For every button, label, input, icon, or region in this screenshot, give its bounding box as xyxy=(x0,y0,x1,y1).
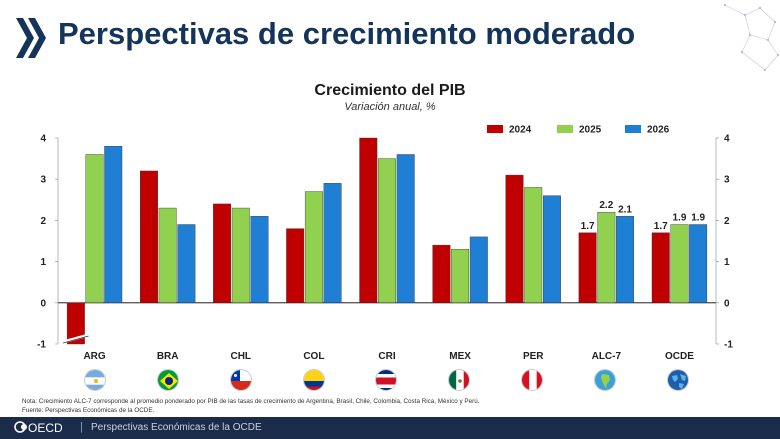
bar-mex-2025 xyxy=(451,249,470,304)
bar-ocde-2026 xyxy=(689,224,708,304)
chart-notes: Nota: Crecimiento ALC-7 corresponde al p… xyxy=(22,398,479,415)
bar-chl-2024 xyxy=(213,203,232,303)
bar-per-2025 xyxy=(524,187,543,304)
gdp-growth-chart: -1 -1 0 0 1 1 2 2 3 3 4 4 ARG BRA CHL COL CRI MEX PER ALC-7… xyxy=(37,125,733,363)
network-map-decoration-icon xyxy=(723,3,780,72)
legend-swatch-2024 xyxy=(487,125,503,133)
y-tick-label-left: 3 xyxy=(40,175,46,186)
chevrons-logo-icon xyxy=(16,18,46,58)
legend-swatch-2026 xyxy=(625,125,641,133)
argentina-flag-icon xyxy=(84,369,106,391)
bar-col-2025 xyxy=(304,191,323,303)
footer-separator: | xyxy=(80,421,83,433)
y-tick-label-right: 2 xyxy=(724,216,730,227)
x-tick-label: CHL xyxy=(230,351,251,362)
axis-break-mark xyxy=(62,335,89,344)
bar-per-2026 xyxy=(542,195,561,303)
data-label: 1.7 xyxy=(654,221,668,232)
source-text: Fuente: Perspectivas Económicas de la OC… xyxy=(22,406,155,414)
data-label: 1.9 xyxy=(672,213,686,224)
bar-ocde-2025 xyxy=(670,224,689,304)
data-label: 1.7 xyxy=(581,221,595,232)
chile-flag-icon xyxy=(230,369,252,391)
data-label: 2.1 xyxy=(618,204,632,215)
legend-label-2025: 2025 xyxy=(579,125,602,136)
oecd-logo-text: OECD xyxy=(28,421,63,435)
legend-swatch-2025 xyxy=(557,125,573,133)
world-globe-icon xyxy=(667,369,689,391)
axis-break-gap xyxy=(62,333,90,344)
y-tick-label-left: 4 xyxy=(40,134,46,145)
data-label: 2.2 xyxy=(599,200,613,211)
brazil-flag-icon xyxy=(157,369,179,391)
bar-bra-2024 xyxy=(140,170,158,304)
bar-alc-7-2026 xyxy=(616,216,634,303)
data-label: 1.9 xyxy=(691,213,705,224)
colombia-flag-icon xyxy=(303,369,325,391)
latin-america-globe-icon xyxy=(594,369,616,391)
x-tick-label: ALC-7 xyxy=(592,351,622,362)
bar-arg-2025 xyxy=(85,154,104,304)
footer-publication-title: Perspectivas Económicas de la OCDE xyxy=(91,422,262,433)
bar-cri-2024 xyxy=(359,137,378,304)
y-tick-label-right: -1 xyxy=(724,340,733,351)
x-tick-label: CRI xyxy=(378,351,395,362)
bar-mex-2024 xyxy=(432,244,451,303)
note-text: Nota: Crecimiento ALC-7 corresponde al p… xyxy=(22,398,480,405)
x-tick-label: MEX xyxy=(449,351,471,362)
oecd-logo: OECD xyxy=(14,421,63,435)
bar-bra-2026 xyxy=(177,224,196,304)
bar-col-2026 xyxy=(323,183,342,304)
y-tick-label-left: 0 xyxy=(40,298,46,309)
bar-alc-7-2025 xyxy=(597,211,616,304)
bar-chl-2026 xyxy=(250,216,269,303)
bar-arg-2024 xyxy=(66,302,85,345)
bar-mex-2026 xyxy=(469,236,488,304)
bar-ocde-2024 xyxy=(651,232,670,303)
costa-rica-flag-icon xyxy=(375,369,397,391)
y-tick-label-right: 0 xyxy=(724,298,730,309)
x-tick-label: OCDE xyxy=(665,351,694,362)
bar-arg-2026 xyxy=(104,146,123,304)
chart-subtitle: Variación anual, % xyxy=(344,101,436,113)
bar-cri-2025 xyxy=(378,158,396,304)
y-tick-label-left: -1 xyxy=(37,340,46,351)
page-title: Perspectivas de crecimiento moderado xyxy=(58,16,636,51)
page-number: 15 xyxy=(759,422,768,431)
mexico-flag-icon xyxy=(448,369,470,391)
x-tick-label: COL xyxy=(303,351,324,362)
y-tick-label-right: 1 xyxy=(724,257,730,268)
x-tick-label: ARG xyxy=(83,351,105,362)
x-tick-label: PER xyxy=(523,351,544,362)
y-tick-label-right: 4 xyxy=(724,134,730,145)
legend-label-2024: 2024 xyxy=(509,125,532,136)
footer-bar: OECD | Perspectivas Económicas de la OCD… xyxy=(0,417,780,439)
bar-alc-7-2024 xyxy=(578,232,597,303)
bar-chl-2025 xyxy=(231,207,250,303)
bar-per-2024 xyxy=(505,174,524,304)
y-tick-label-right: 3 xyxy=(724,175,730,186)
oecd-logo-icon xyxy=(14,421,28,433)
x-tick-label: BRA xyxy=(157,351,179,362)
bar-bra-2025 xyxy=(158,207,177,303)
bar-cri-2026 xyxy=(396,154,415,304)
bar-col-2024 xyxy=(286,228,305,304)
y-tick-label-left: 2 xyxy=(40,216,46,227)
legend-label-2026: 2026 xyxy=(647,125,670,136)
chart-title: Crecimiento del PIB xyxy=(314,82,466,99)
peru-flag-icon xyxy=(521,369,543,391)
y-tick-label-left: 1 xyxy=(40,257,46,268)
